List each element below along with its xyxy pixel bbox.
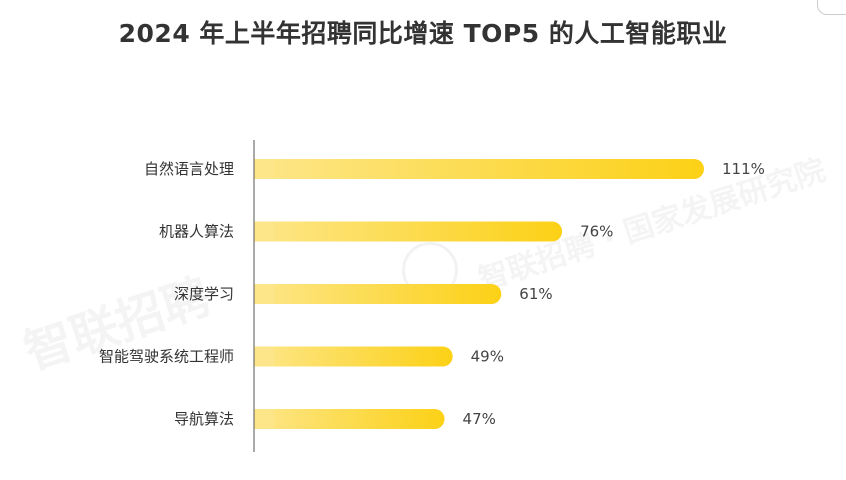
bar-1-base [254, 159, 274, 179]
category-label: 导航算法 [174, 410, 234, 428]
value-label: 61% [519, 285, 552, 303]
bar-3 [254, 284, 502, 304]
bar-3-base [254, 284, 274, 304]
value-label: 76% [580, 223, 613, 241]
bar-2 [254, 221, 563, 242]
value-label: 49% [471, 348, 504, 366]
bar-5 [254, 409, 445, 429]
bar-1 [254, 159, 704, 179]
bar-4-base [254, 346, 274, 367]
category-label: 深度学习 [174, 285, 234, 303]
category-label: 智能驾驶系统工程师 [99, 348, 234, 366]
bar-2-base [254, 221, 274, 242]
category-label: 自然语言处理 [144, 160, 234, 178]
value-label: 47% [463, 410, 496, 428]
bar-5-base [254, 409, 274, 429]
chart-title: 2024 年上半年招聘同比增速 TOP5 的人工智能职业 [118, 19, 728, 48]
bar-4 [254, 346, 453, 367]
bars-layer: 自然语言处理 111% 机器人算法 76% 深度学习 61% 智能驾驶系统工程师 49% 导航算… [99, 159, 765, 429]
category-label: 机器人算法 [159, 223, 234, 241]
window-corner [817, 0, 846, 15]
value-label: 111% [722, 160, 765, 178]
